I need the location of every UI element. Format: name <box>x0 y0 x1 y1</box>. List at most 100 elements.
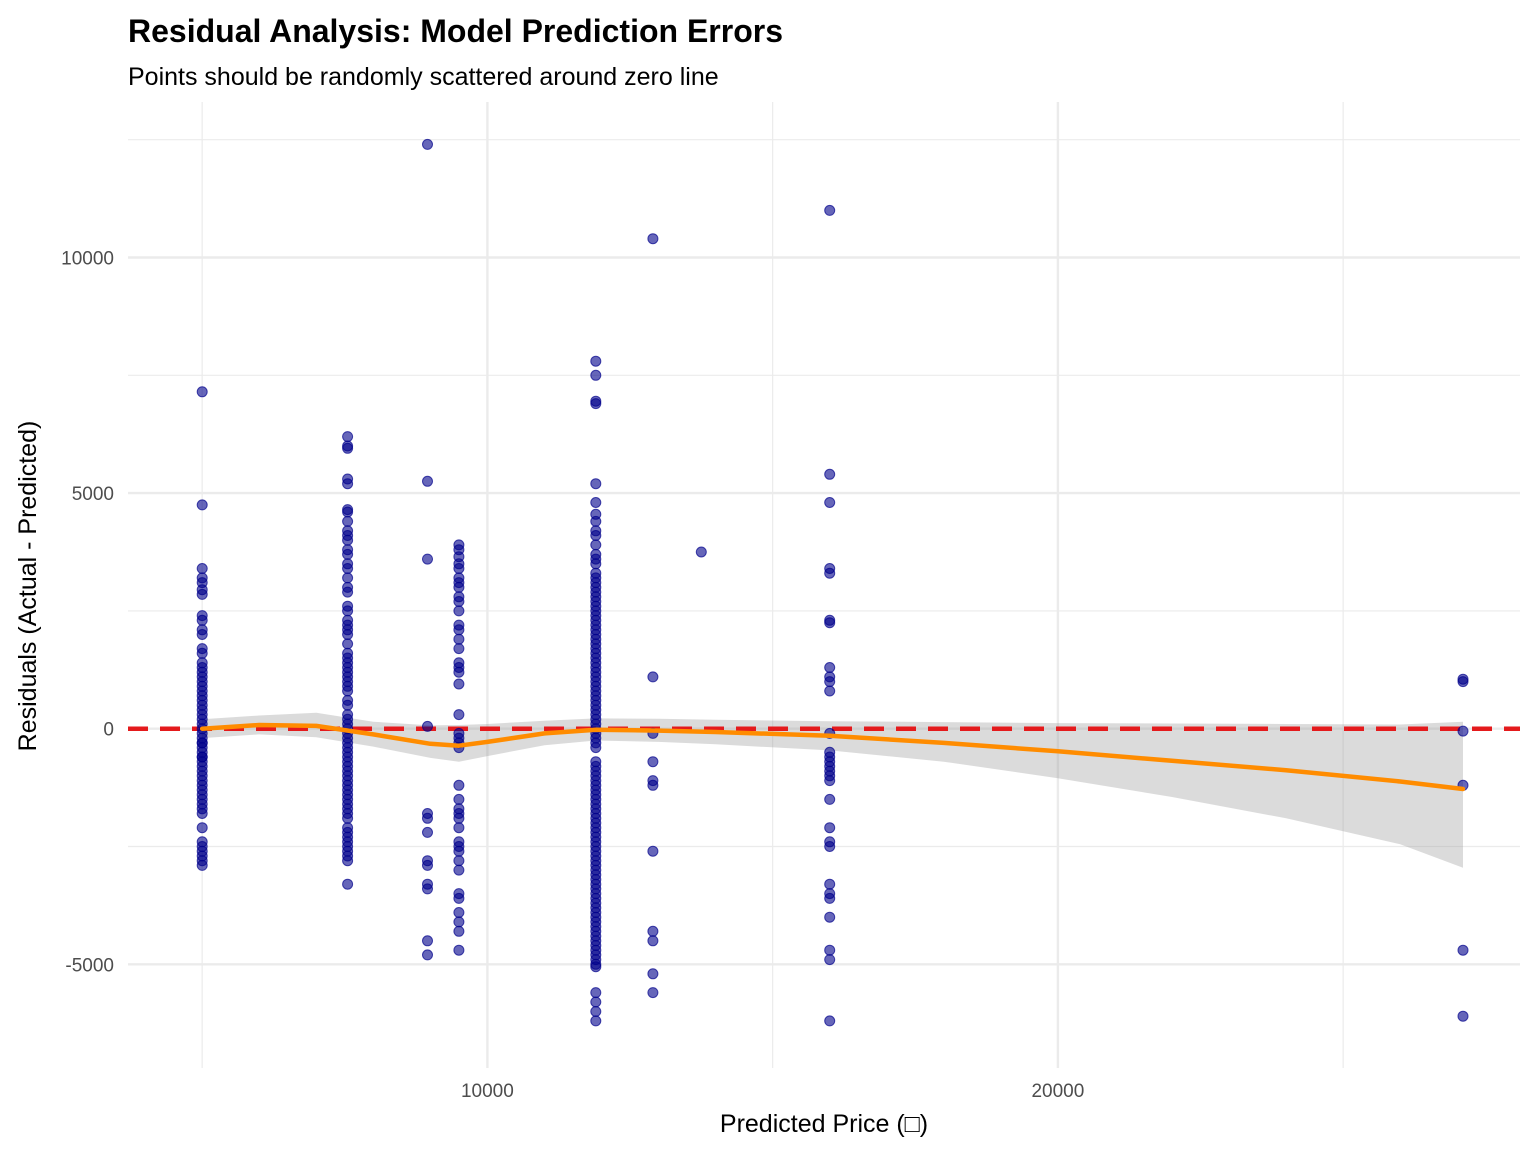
data-point <box>1457 725 1469 737</box>
x-tick-label: 10000 <box>461 1081 514 1102</box>
data-point <box>342 812 354 824</box>
data-point <box>824 892 836 904</box>
data-point <box>453 596 465 607</box>
data-point <box>590 355 602 367</box>
data-point <box>422 138 433 150</box>
data-point <box>342 629 354 640</box>
data-point <box>824 944 836 956</box>
data-point <box>647 935 659 947</box>
data-point <box>342 563 354 574</box>
data-point <box>342 548 354 560</box>
data-point <box>647 968 659 980</box>
data-point <box>590 742 602 754</box>
data-point <box>422 949 433 961</box>
confidence-band-layer <box>202 712 1464 868</box>
data-point <box>196 859 208 871</box>
data-point <box>1457 1010 1469 1022</box>
data-point <box>342 638 354 650</box>
grid <box>128 102 1520 1068</box>
data-point <box>590 1006 602 1017</box>
data-point <box>824 204 836 216</box>
data-point <box>342 855 354 867</box>
smooth-trend-line <box>199 722 1466 792</box>
y-tick-label: 5000 <box>72 484 114 505</box>
data-point <box>647 987 659 999</box>
data-point <box>453 666 465 678</box>
data-point <box>824 676 836 688</box>
data-point <box>453 916 465 928</box>
data-point <box>647 671 659 683</box>
data-point <box>196 647 208 659</box>
data-point <box>590 961 602 973</box>
confidence-band <box>202 712 1464 868</box>
data-point <box>422 935 433 947</box>
data-point <box>453 845 465 857</box>
data-point <box>196 822 208 834</box>
data-point <box>196 629 208 640</box>
data-point <box>647 845 659 857</box>
data-point <box>590 558 602 570</box>
data-point <box>342 572 354 584</box>
data-point <box>1457 676 1469 688</box>
data-point <box>342 478 354 490</box>
data-point <box>647 779 659 791</box>
data-point <box>422 475 433 487</box>
data-point <box>824 497 836 508</box>
data-point <box>647 925 659 937</box>
data-point <box>1457 944 1469 956</box>
data-point <box>196 588 208 600</box>
data-point <box>824 1015 836 1027</box>
data-point <box>453 678 465 690</box>
data-point <box>590 497 602 508</box>
data-point <box>453 779 465 791</box>
data-point <box>824 954 836 966</box>
y-tick-label: -5000 <box>65 955 114 976</box>
points-layer <box>196 138 1469 1027</box>
data-point <box>342 515 354 527</box>
data-point <box>590 369 602 381</box>
data-point <box>453 624 465 636</box>
data-point <box>590 996 602 1008</box>
data-point <box>453 907 465 918</box>
data-point <box>453 633 465 645</box>
y-axis-label: Residuals (Actual - Predicted) <box>14 421 42 752</box>
data-point <box>453 822 465 834</box>
data-point <box>824 775 836 787</box>
smooth-line-layer <box>199 722 1466 792</box>
data-point <box>196 563 208 574</box>
data-point <box>342 685 354 697</box>
data-point <box>342 586 354 598</box>
data-point <box>824 841 836 852</box>
data-point <box>824 617 836 629</box>
data-point <box>824 662 836 673</box>
data-point <box>824 567 836 579</box>
x-axis-label: Predicted Price (□) <box>720 1110 928 1138</box>
data-point <box>453 855 465 867</box>
data-point <box>453 643 465 655</box>
data-point <box>453 793 465 805</box>
x-tick-label: 20000 <box>1031 1081 1084 1102</box>
data-point <box>422 859 433 871</box>
data-point <box>453 605 465 617</box>
data-point <box>342 442 354 454</box>
data-point <box>824 822 836 834</box>
data-point <box>695 546 707 558</box>
data-point <box>422 812 433 824</box>
data-point <box>453 864 465 876</box>
y-tick-label: 10000 <box>61 249 114 270</box>
data-point <box>196 737 208 749</box>
data-point <box>590 1015 602 1027</box>
data-point <box>590 478 602 490</box>
data-point <box>590 987 602 999</box>
data-point <box>453 709 465 721</box>
data-point <box>590 515 602 527</box>
data-point <box>196 751 208 763</box>
data-point <box>342 506 354 518</box>
data-point <box>453 925 465 937</box>
data-point <box>824 793 836 805</box>
data-point <box>196 386 208 398</box>
data-point <box>422 883 433 895</box>
data-point <box>453 581 465 593</box>
data-point <box>647 756 659 768</box>
data-point <box>590 398 602 410</box>
